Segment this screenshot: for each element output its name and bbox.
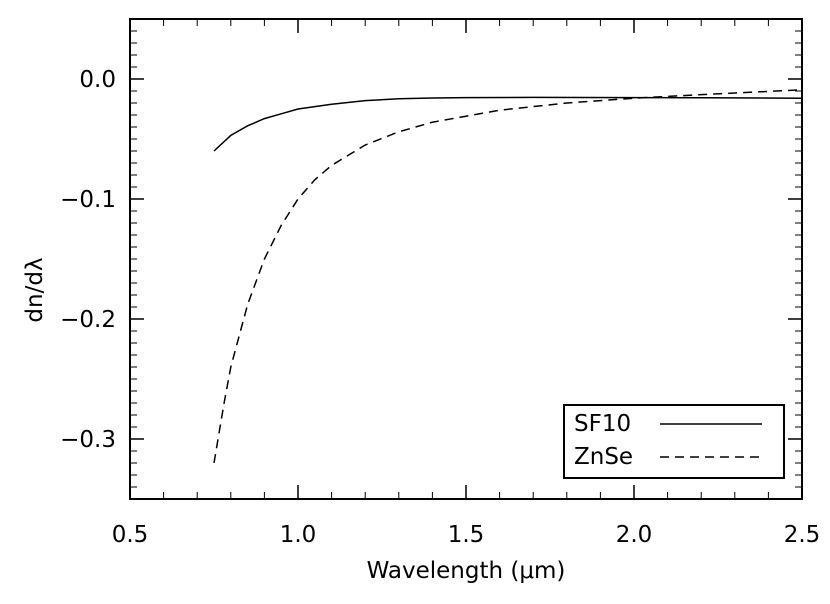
x-tick-label: 2.5: [784, 522, 821, 548]
series-line-znse: [213, 89, 803, 464]
tick-labels-layer: 0.5 1.0 1.5 2.0 2.5 0.0 −0.1 −0.2 −0.3: [60, 67, 820, 548]
series-line-sf10: [213, 96, 803, 152]
y-axis-title: dn/dλ: [22, 257, 48, 322]
legend-box: [563, 404, 785, 479]
x-tick-label: 2.0: [616, 522, 653, 548]
y-tick-label: 0.0: [79, 67, 116, 93]
legend-label-znse: ZnSe: [574, 444, 633, 470]
lines-layer: [213, 89, 803, 464]
x-tick-label: 1.0: [280, 522, 317, 548]
x-tick-label: 1.5: [448, 522, 485, 548]
y-tick-label: −0.1: [60, 187, 116, 213]
x-tick-label: 0.5: [112, 522, 149, 548]
legend: SF10 ZnSe: [563, 404, 785, 479]
y-tick-label: −0.2: [60, 307, 116, 333]
y-tick-label: −0.3: [60, 427, 116, 453]
legend-label-sf10: SF10: [574, 411, 631, 437]
plot-frame: [129, 18, 803, 500]
x-axis-title: Wavelength (μm): [367, 558, 566, 584]
